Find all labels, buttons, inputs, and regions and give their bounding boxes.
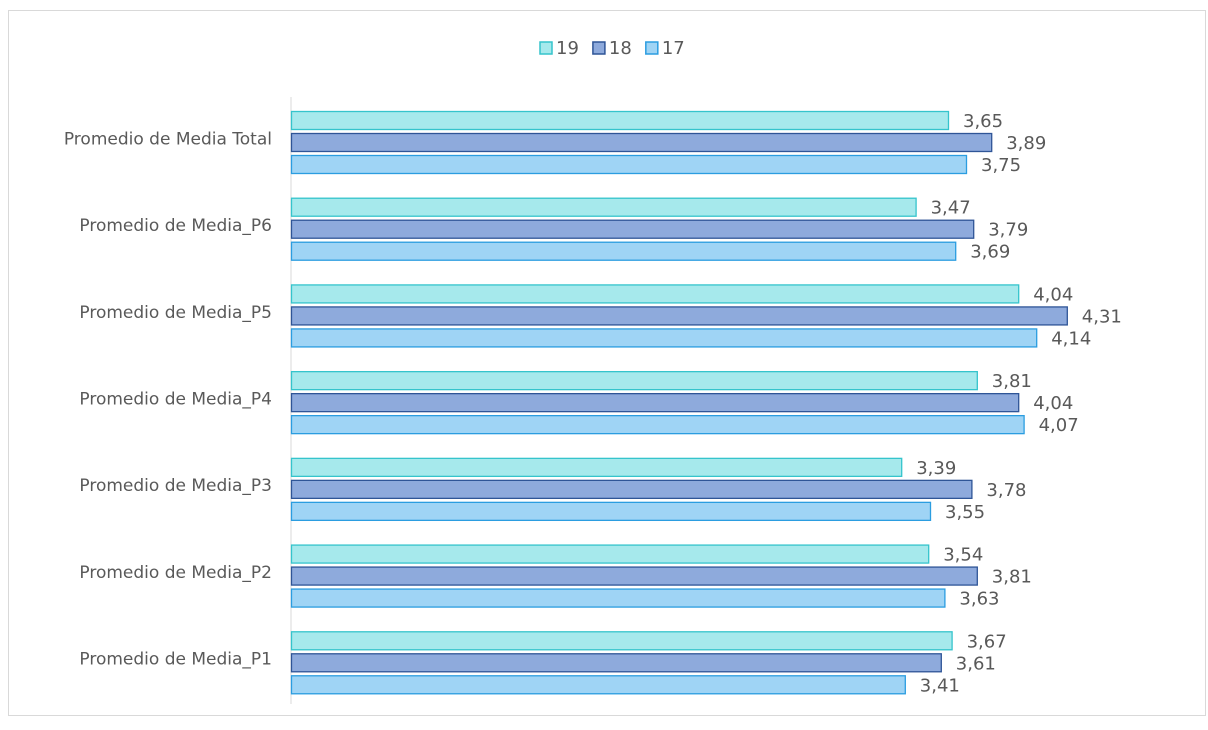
- bar: [290, 501, 932, 522]
- y-tick-label: Promedio de Media_P5: [79, 303, 272, 323]
- bar: [290, 588, 946, 608]
- bar: [290, 132, 993, 153]
- y-tick-label: Promedio de Media_P1: [79, 650, 272, 670]
- bar: [290, 653, 942, 673]
- bar: [290, 197, 917, 217]
- y-tick-label: Promedio de Media_P6: [79, 216, 272, 236]
- bar: [290, 544, 930, 564]
- value-label: 3,55: [945, 502, 985, 523]
- bar: [290, 370, 978, 391]
- value-label: 3,41: [920, 675, 960, 696]
- value-label: 3,67: [967, 631, 1007, 652]
- value-label: 3,39: [916, 458, 956, 479]
- bar: [290, 414, 1025, 435]
- legend-label: 19: [556, 38, 579, 59]
- value-label: 4,04: [1033, 284, 1073, 305]
- bar: [290, 457, 903, 478]
- bar: [290, 328, 1038, 348]
- y-tick-label: Promedio de Media_P3: [79, 476, 272, 496]
- legend-swatch: [539, 41, 553, 55]
- bar: [290, 566, 978, 586]
- value-label: 3,81: [992, 371, 1032, 392]
- bar: [290, 479, 973, 500]
- value-label: 3,79: [988, 220, 1028, 241]
- value-label: 3,63: [959, 589, 999, 610]
- value-label: 3,89: [1006, 133, 1046, 154]
- value-label: 3,61: [956, 653, 996, 674]
- value-label: 3,75: [981, 155, 1021, 176]
- legend-label: 18: [609, 38, 632, 59]
- bar: [290, 675, 906, 695]
- value-label: 4,04: [1033, 393, 1073, 414]
- bar: [290, 219, 975, 239]
- value-label: 4,07: [1039, 415, 1079, 436]
- value-label: 3,54: [943, 545, 983, 566]
- bar: [290, 241, 957, 261]
- bar: [290, 631, 953, 651]
- value-label: 3,78: [986, 480, 1026, 501]
- value-label: 3,81: [992, 567, 1032, 588]
- y-tick-label: Promedio de Media_P4: [79, 390, 272, 410]
- bar: [290, 284, 1020, 304]
- value-label: 3,47: [931, 198, 971, 219]
- legend-swatch: [592, 41, 606, 55]
- value-label: 4,31: [1082, 306, 1122, 327]
- value-label: 3,69: [970, 242, 1010, 263]
- y-tick-label: Promedio de Media_P2: [79, 563, 272, 583]
- y-tick-label: Promedio de Media Total: [64, 129, 272, 149]
- value-label: 3,65: [963, 111, 1003, 132]
- bar: [290, 392, 1020, 413]
- value-label: 4,14: [1051, 328, 1091, 349]
- bar: [290, 154, 968, 175]
- legend-label: 17: [662, 38, 685, 59]
- bar: [290, 306, 1068, 326]
- legend-swatch: [645, 41, 659, 55]
- bar: [290, 110, 950, 131]
